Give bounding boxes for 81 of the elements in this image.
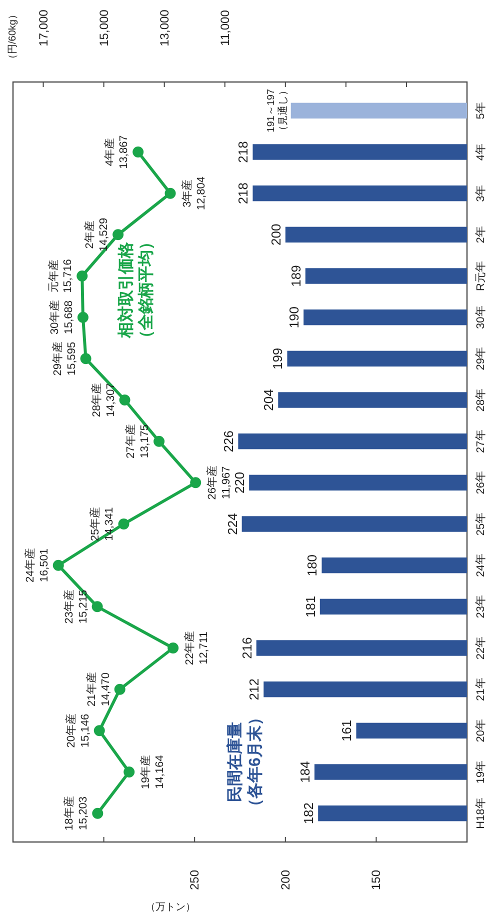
text: 民間在庫量（各年6月末） xyxy=(225,710,264,814)
data-label: 226 xyxy=(221,430,236,452)
x-tick-label: 250 xyxy=(188,870,202,890)
y-tick-label: 4年 xyxy=(475,143,487,161)
y-tick-label: 23年 xyxy=(475,595,487,618)
data-label: 181 xyxy=(302,596,318,618)
data-label: 189 xyxy=(288,265,304,287)
data-label: 182 xyxy=(301,802,316,824)
data-label: 216 xyxy=(239,637,254,659)
data-label: 22年産 12,711 xyxy=(183,630,210,666)
data-label: 190 xyxy=(286,306,302,328)
y-tick-label: R元年 xyxy=(475,261,487,291)
data-label: 25年産 14,341 xyxy=(88,506,116,542)
x-tick-label: 150 xyxy=(369,870,384,890)
point xyxy=(164,188,176,199)
point xyxy=(112,229,124,240)
y-tick-label: 24年 xyxy=(475,554,487,577)
point xyxy=(94,725,105,736)
y-tick-label: 29年 xyxy=(475,347,487,370)
point xyxy=(118,518,130,530)
data-label: 3年産 12,804 xyxy=(180,176,208,210)
y-tick-label: 27年 xyxy=(475,430,487,453)
point xyxy=(92,808,104,819)
data-label: 20年産 15,146 xyxy=(64,714,92,748)
point xyxy=(80,353,92,364)
data-label: 19年産 14,164 xyxy=(139,754,166,790)
point xyxy=(77,312,88,323)
data-label: 218 xyxy=(236,182,251,204)
x-tick-label: 200 xyxy=(278,870,292,890)
data-label: 212 xyxy=(246,678,262,700)
y-tick-label: 22年 xyxy=(475,636,487,660)
y-tick-label: 19年 xyxy=(475,760,487,784)
point xyxy=(114,684,126,695)
data-label: 224 xyxy=(224,513,240,535)
data-label: 199 xyxy=(270,348,286,370)
data-label: 180 xyxy=(304,554,320,576)
data-label: 161 xyxy=(339,720,354,742)
y-tick-label: 30年 xyxy=(475,306,487,329)
point xyxy=(76,270,88,282)
data-label: 元年産 15,716 xyxy=(47,259,74,293)
x-axis-title: （万トン） xyxy=(146,902,196,913)
y-tick-label: 28年 xyxy=(475,388,487,412)
point xyxy=(168,642,179,654)
y-tick-label: H18年 xyxy=(475,798,487,829)
text: 相対取引価格（全銘柄平均） xyxy=(116,234,155,346)
y-tick-label: 26年 xyxy=(475,471,487,494)
data-label: 220 xyxy=(232,472,248,494)
data-label: 27年産 13,175 xyxy=(124,424,152,458)
point xyxy=(92,601,103,612)
data-label: 191～197（見通し） xyxy=(266,86,289,136)
data-label: 26年産 11,967 xyxy=(206,466,233,500)
y-tick-label: 21年 xyxy=(475,678,487,701)
data-label: 30年産 15,688 xyxy=(48,300,75,334)
data-label: 21年産 14,470 xyxy=(84,672,112,706)
x2-tick-label: 13,000 xyxy=(157,9,172,46)
data-label: 184 xyxy=(297,761,312,783)
data-label: 4年産 13,867 xyxy=(103,135,130,169)
y-tick-label: 3年 xyxy=(475,184,487,202)
y-tick-label: 25年 xyxy=(475,512,487,536)
data-label: 24年産 16,501 xyxy=(23,548,50,582)
data-label: 204 xyxy=(261,389,276,411)
point xyxy=(119,394,130,406)
y-tick-label: 2年 xyxy=(475,226,487,244)
y-tick-label: 20年 xyxy=(475,719,487,742)
point xyxy=(190,477,202,488)
data-label: 18年産 15,203 xyxy=(62,796,90,830)
point xyxy=(124,766,135,778)
point xyxy=(154,436,165,447)
x2-tick-label: 11,000 xyxy=(218,10,232,46)
y-tick-label: 5年 xyxy=(475,102,487,120)
data-label: 23年産 15,215 xyxy=(62,590,90,624)
data-label: 200 xyxy=(268,224,284,246)
data-label: 28年産 14,307 xyxy=(90,382,117,418)
x2-tick-label: 17,000 xyxy=(36,9,50,46)
point xyxy=(132,146,144,158)
data-label: 2年産 14,529 xyxy=(83,218,110,252)
x2-tick-label: 15,000 xyxy=(96,9,111,46)
x2-axis-title: （円/60kg） xyxy=(7,10,18,64)
data-label: 218 xyxy=(236,141,251,163)
point xyxy=(52,560,64,571)
data-label: 29年産 15,595 xyxy=(50,342,78,376)
